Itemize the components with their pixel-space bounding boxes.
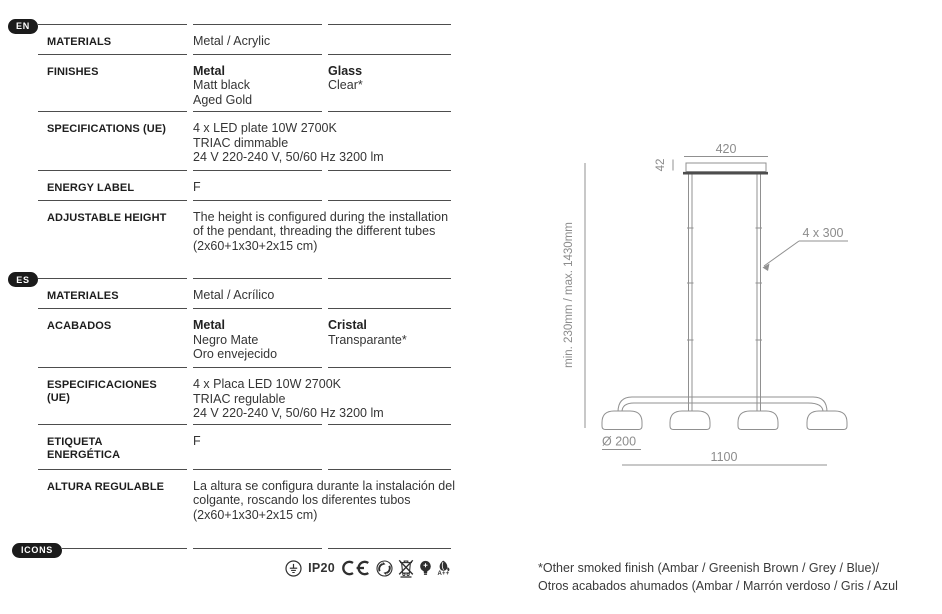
icons-tag-label: ICONS (20, 545, 53, 555)
en-row-1: FINISHES Metal Matt black Aged Gold Glass Cle… (38, 53, 451, 112)
es-row-2: ESPECIFICACIONES (UE) 4 x Placa LED 10W 27… (38, 367, 451, 424)
ip-rating-label: IP20 (308, 561, 335, 575)
es-row-4-value-v1: La altura se configura durante la instal… (193, 478, 455, 522)
leaf-icon (439, 560, 450, 571)
es-row-2-label: ESPECIFICACIONES (UE) (47, 379, 157, 404)
en-row-2-value-v1: 4 x LED plate 10W 2700K TRIAC dimmable 24 … (193, 121, 384, 164)
icons-divider (62, 547, 451, 549)
energy-class-icon: A++ (436, 560, 451, 577)
footnote-line-es: Otros acabados ahumados (Ambar / Marrón … (538, 578, 898, 593)
ce-mark-icon (342, 560, 369, 576)
row-divider (38, 423, 451, 425)
es-tag-label: ES (16, 274, 30, 285)
en-row-0: MATERIALS Metal / Acrylic (38, 23, 451, 54)
en-row-3-label: ENERGY LABEL (47, 182, 135, 194)
dim-tube-segments-label: 4 x 300 (802, 226, 843, 240)
row-divider (38, 308, 451, 309)
es-row-1: ACABADOS Metal Negro Mate Oro envejecido Cri… (38, 308, 451, 367)
es-row-3-label: ETIQUETA ENERGÉTICA (47, 435, 121, 461)
en-row-3-value-v1: F (193, 180, 201, 194)
certification-icons: IP20 (285, 556, 451, 580)
weee-bin-icon (398, 559, 414, 578)
pendant-lamp-drawing: 420 42 4 x 300 min. 230mm / max. 1430mm … (563, 142, 848, 466)
es-row-4: ALTURA REGULABLE La altura se configura d… (38, 468, 455, 524)
led-bulb-icon (420, 560, 431, 575)
green-dot-recycling-icon (376, 559, 393, 577)
es-row-4-label: ALTURA REGULABLE (47, 480, 165, 493)
energy-class-label: A++ (437, 570, 450, 577)
en-row-4-label: ADJUSTABLE HEIGHT (47, 211, 167, 224)
dim-canopy-height-label: 42 (655, 159, 667, 172)
en-tag-label: EN (16, 21, 30, 31)
es-row-2-value-v1: 4 x Placa LED 10W 2700K TRIAC regulable 24… (193, 377, 384, 420)
es-row-1-value-v1: Metal Negro Mate Oro envejecido (193, 318, 278, 361)
en-row-2-label: SPECIFICATIONS (UE) (47, 123, 167, 135)
en-spec-table: EN MATERIALS Metal / Acrylic FINISHES Metal… (8, 18, 451, 260)
en-row-2: SPECIFICATIONS (UE) 4 x LED plate 10W 270… (38, 111, 451, 170)
es-row-3-value-v1: F (193, 433, 201, 448)
row-divider (38, 199, 451, 201)
en-row-4-value-v1: The height is configured during the inst… (193, 209, 449, 253)
es-row-0: MATERIALES Metal / Acrílico (38, 277, 451, 309)
en-row-1-value-v1: Metal Matt black Aged Gold (193, 63, 253, 107)
dim-total-width-label: 1100 (711, 450, 738, 464)
en-row-1-value-v2: Glass Clear* (328, 63, 363, 93)
es-spec-table: ES MATERIALES Metal / Acrílico ACABADOS Met… (8, 272, 455, 524)
es-row-3: ETIQUETA ENERGÉTICA F (38, 423, 451, 469)
row-divider (38, 277, 451, 279)
en-row-4: ADJUSTABLE HEIGHT The height is configure… (38, 199, 451, 260)
en-row-0-value-v1: Metal / Acrylic (193, 33, 271, 48)
icons-section-tag: ICONS (12, 542, 62, 558)
footnote-line-en: *Other smoked finish (Ambar / Greenish B… (538, 561, 880, 575)
row-divider (38, 468, 451, 470)
es-row-1-label: ACABADOS (47, 320, 112, 332)
en-language-tag: EN (8, 18, 38, 34)
en-row-1-label: FINISHES (47, 65, 99, 78)
row-divider (38, 367, 451, 368)
dim-shade-diameter-label: Ø 200 (602, 435, 636, 449)
en-row-3: ENERGY LABEL F (38, 170, 451, 200)
es-row-0-label: MATERIALES (47, 289, 119, 302)
es-row-0-value-v1: Metal / Acrílico (193, 287, 275, 302)
smoked-finish-footnote: *Other smoked finish (Ambar / Greenish B… (538, 560, 898, 595)
es-language-tag: ES (8, 272, 38, 287)
row-divider (38, 111, 451, 112)
row-divider (38, 23, 451, 25)
es-row-1-value-v2: Cristal Transparante* (328, 318, 407, 347)
en-row-0-label: MATERIALS (47, 35, 112, 48)
row-divider (38, 170, 451, 171)
row-divider (38, 53, 451, 55)
dim-height-range-label: min. 230mm / max. 1430mm (563, 222, 575, 368)
dim-top-width-label: 420 (716, 142, 737, 156)
class-i-earth-icon (285, 559, 302, 577)
